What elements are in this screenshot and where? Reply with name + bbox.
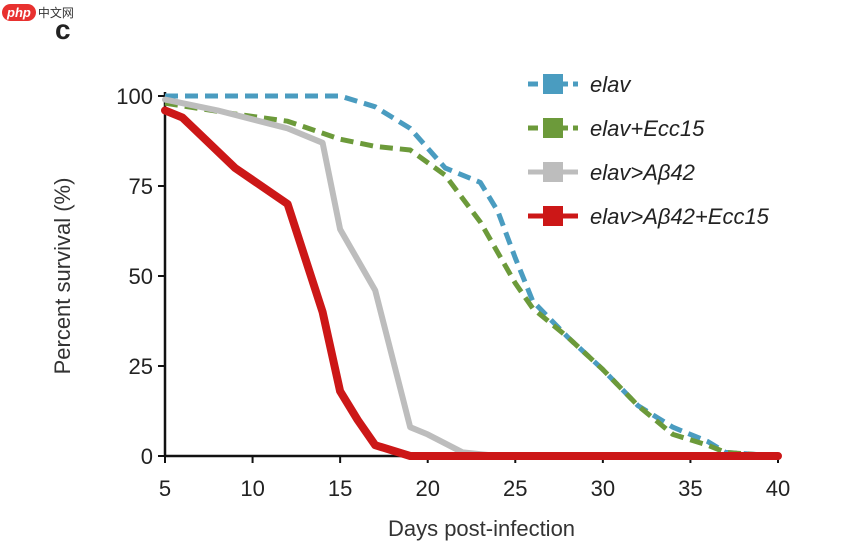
x-axis-title: Days post-infection [388,516,575,541]
legend-marker [543,206,563,226]
y-tick-label: 75 [129,174,153,199]
legend-marker [543,74,563,94]
legend-item-2: elav+Ecc15 [528,116,705,141]
legend-item-3: elav>Aβ42 [528,160,695,185]
series-2 [164,100,779,459]
legend-label: elav [590,72,632,97]
series-line [162,96,781,459]
series-4 [161,106,782,460]
series-line [165,93,779,459]
series-3 [162,96,781,459]
y-tick-label: 0 [141,444,153,469]
x-tick-label: 10 [240,476,264,501]
y-axis-title: Percent survival (%) [50,178,75,375]
x-tick-label: 35 [678,476,702,501]
y-tick-label: 100 [116,84,153,109]
watermark-site-name: 中文网 [37,5,74,20]
legend-item-1: elav [528,72,632,97]
x-tick-label: 40 [766,476,790,501]
watermark-logo: php [2,3,36,21]
series-line [164,100,779,459]
legend-marker [543,118,563,138]
panel-label: c [55,14,71,45]
legend: elav elav+Ecc15 elav>Aβ42 elav>Aβ42+Ecc15 [528,72,770,229]
legend-label: elav>Aβ42+Ecc15 [590,204,770,229]
legend-label: elav>Aβ42 [590,160,695,185]
series-line [161,106,782,460]
y-tick-label: 50 [129,264,153,289]
y-tick-label: 25 [129,354,153,379]
legend-item-4: elav>Aβ42+Ecc15 [528,204,770,229]
legend-label: elav+Ecc15 [590,116,705,141]
x-tick-label: 5 [159,476,171,501]
series-layer [161,93,782,460]
legend-marker [543,162,563,182]
series-1 [165,93,779,459]
x-tick-label: 15 [328,476,352,501]
watermark: php 中文网 [0,0,74,24]
x-tick-label: 30 [591,476,615,501]
x-tick-label: 25 [503,476,527,501]
x-tick-label: 20 [415,476,439,501]
